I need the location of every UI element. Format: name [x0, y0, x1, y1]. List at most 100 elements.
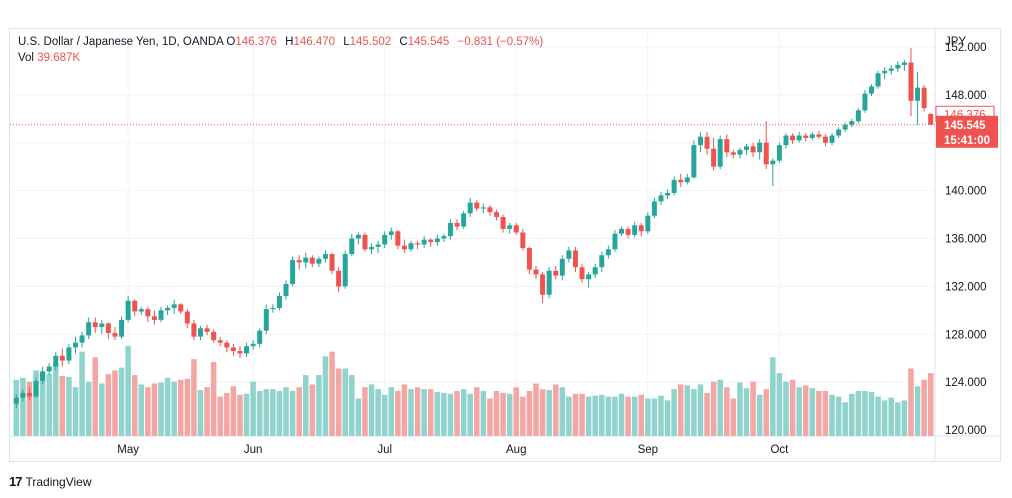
candle-body — [869, 86, 875, 94]
candle-body — [605, 249, 611, 256]
volume-bar — [480, 391, 487, 436]
candle-body — [244, 346, 250, 354]
volume-bar — [388, 387, 395, 436]
candle-body — [66, 347, 72, 361]
candle-body — [290, 260, 296, 284]
candle-body — [796, 135, 802, 141]
x-tick-label: Oct — [770, 444, 789, 456]
candle-body — [415, 243, 421, 245]
volume-bar — [66, 376, 72, 436]
chart-frame: 120.000 124.000 128.000 132.000 136.000 140.0… — [9, 28, 1001, 462]
candle-body — [211, 331, 217, 341]
volume-bar — [921, 379, 927, 436]
candle-body — [349, 238, 355, 255]
volume-bar — [625, 396, 631, 436]
volume-bar — [125, 346, 131, 436]
candle-body — [184, 311, 190, 324]
candle-body — [428, 239, 434, 243]
volume-bar — [368, 384, 375, 436]
candle-body — [592, 267, 598, 275]
candle-body — [520, 232, 526, 249]
volume-bar — [191, 359, 197, 436]
volume-bar — [408, 389, 414, 436]
candlestick-chart[interactable]: 120.000 124.000 128.000 132.000 136.000 140.0… — [10, 29, 1000, 461]
candle-body — [704, 136, 710, 149]
candle-body — [59, 355, 65, 361]
candle-body — [915, 87, 921, 101]
volume-bar — [750, 381, 756, 436]
volume-bar — [243, 393, 250, 436]
candle-body — [257, 330, 263, 344]
volume-bar — [599, 394, 605, 436]
candle-body — [263, 309, 269, 331]
volume-bar — [645, 398, 651, 436]
candle-body — [480, 207, 486, 209]
volume-bar — [118, 367, 125, 436]
volume-bar — [770, 357, 776, 436]
volume-bar — [20, 377, 26, 436]
candle-body — [204, 328, 210, 332]
candle-body — [454, 222, 460, 227]
candle-body — [342, 254, 348, 287]
tradingview-brand[interactable]: 17 TradingView — [9, 474, 92, 489]
candle-body — [928, 113, 934, 125]
volume-bar — [335, 368, 342, 436]
candle-body — [20, 392, 26, 398]
volume-bar — [322, 356, 329, 436]
candle-body — [684, 177, 690, 183]
volume-bar — [710, 381, 717, 436]
candle-body — [546, 270, 552, 295]
y-tick-label: 152.000 — [945, 42, 987, 54]
candle-body — [296, 260, 302, 263]
candle-body — [816, 134, 822, 137]
volume-bar — [566, 396, 572, 436]
volume-bar — [493, 391, 500, 436]
x-tick-label: Jun — [244, 444, 263, 456]
volume-bar — [526, 391, 533, 436]
volume-bar — [697, 384, 704, 436]
close-label: C — [399, 36, 408, 48]
volume-bar — [434, 391, 441, 436]
candle-body — [303, 257, 309, 263]
x-tick-label: May — [117, 444, 139, 456]
change-value: −0.831 (−0.57%) — [457, 36, 544, 48]
candle-body — [151, 316, 157, 320]
volume-bar — [171, 381, 177, 436]
y-tick-label: 120.000 — [945, 425, 987, 437]
candle-body — [474, 202, 480, 209]
candle-body — [862, 93, 868, 111]
volume-bar — [39, 372, 46, 436]
volume-bar — [835, 396, 842, 436]
volume-legend: Vol 39.687K — [18, 52, 85, 64]
volume-bar — [546, 390, 552, 436]
volume-bar — [217, 396, 223, 436]
y-tick-label: 132.000 — [945, 281, 987, 293]
candle-body — [572, 250, 578, 268]
candle-body — [316, 258, 322, 264]
candle-body — [513, 225, 519, 233]
candle-body — [447, 222, 453, 237]
volume-bar — [822, 391, 829, 436]
candle-body — [283, 283, 289, 296]
candle-body — [566, 250, 572, 259]
volume-bar — [855, 391, 862, 436]
candle-body — [322, 254, 328, 259]
candle-body — [783, 135, 789, 146]
volume-bar — [204, 387, 210, 436]
open-label: O — [226, 36, 236, 48]
candle-body — [599, 255, 605, 268]
candle-body — [441, 236, 447, 239]
candle-body — [730, 152, 736, 155]
volume-bar — [585, 396, 592, 436]
volume-bar — [197, 390, 204, 436]
volume-bar — [901, 400, 908, 436]
volume-bar — [487, 398, 493, 436]
volume-bar — [375, 389, 381, 436]
candle-body — [237, 351, 243, 354]
brand-label: TradingView — [25, 474, 92, 489]
volume-bar — [730, 398, 737, 436]
candle-body — [178, 304, 184, 312]
candle-body — [33, 380, 39, 397]
candle-body — [645, 215, 651, 232]
candle-body — [40, 371, 46, 381]
